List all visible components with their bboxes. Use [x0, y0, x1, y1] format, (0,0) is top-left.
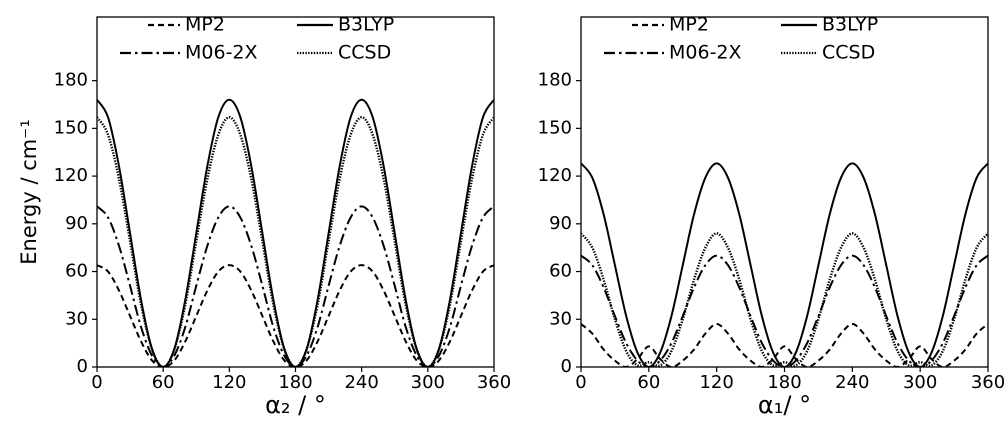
line-series — [97, 116, 494, 367]
y-axis-label: Energy / cm⁻¹ — [17, 119, 41, 264]
line-series — [581, 323, 988, 367]
y-tick-label: 0 — [77, 356, 88, 377]
x-tick-label: 300 — [411, 372, 445, 393]
x-tick-label: 300 — [903, 372, 937, 393]
panel: 0 30 60 90 120 150 180 0 60 120 180 240 300 360 MP2 B3L… — [17, 14, 511, 420]
legend-label: CCSD — [338, 42, 391, 64]
legend-label: B3LYP — [822, 14, 878, 36]
legend-label: B3LYP — [338, 14, 394, 36]
y-tick-label: 30 — [65, 308, 88, 329]
x-tick-label: 0 — [91, 372, 102, 393]
line-series — [97, 264, 494, 367]
x-tick-label: 180 — [767, 372, 801, 393]
y-tick-label: 60 — [65, 261, 88, 282]
x-tick-label: 60 — [152, 372, 175, 393]
plot-frame — [96, 16, 495, 368]
x-tick-label: 360 — [477, 372, 511, 393]
panel: 0 30 60 90 120 150 180 0 60 120 180 240 300 360 MP2 B3L… — [538, 14, 1006, 420]
y-tick-label: 120 — [54, 165, 88, 186]
line-series — [581, 254, 988, 367]
x-tick-label: 60 — [637, 372, 660, 393]
y-tick-label: 0 — [561, 356, 572, 377]
y-tick-label: 180 — [54, 70, 88, 91]
y-tick-label: 120 — [538, 165, 572, 186]
y-tick-label: 30 — [549, 308, 572, 329]
legend-label: CCSD — [822, 42, 875, 64]
x-axis-label: α₂ / ° — [265, 391, 326, 419]
y-tick-label: 150 — [54, 117, 88, 138]
x-tick-label: 240 — [344, 372, 378, 393]
x-tick-label: 360 — [971, 372, 1005, 393]
legend-label: MP2 — [185, 14, 225, 36]
y-tick-label: 150 — [538, 117, 572, 138]
x-tick-label: 120 — [699, 372, 733, 393]
plot-frame — [580, 16, 989, 368]
line-series — [581, 162, 988, 367]
x-tick-label: 240 — [835, 372, 869, 393]
line-series — [97, 98, 494, 367]
y-tick-label: 180 — [538, 70, 572, 91]
x-axis-label: α₁/ ° — [758, 391, 811, 419]
line-series — [97, 205, 494, 367]
y-tick-label: 90 — [549, 213, 572, 234]
legend-label: M06-2X — [185, 42, 258, 64]
legend-label: MP2 — [669, 14, 709, 36]
y-tick-label: 60 — [549, 261, 572, 282]
x-tick-label: 120 — [212, 372, 246, 393]
x-tick-label: 0 — [575, 372, 586, 393]
legend-label: M06-2X — [669, 42, 742, 64]
y-tick-label: 90 — [65, 213, 88, 234]
line-series — [581, 232, 988, 367]
x-tick-label: 180 — [278, 372, 312, 393]
